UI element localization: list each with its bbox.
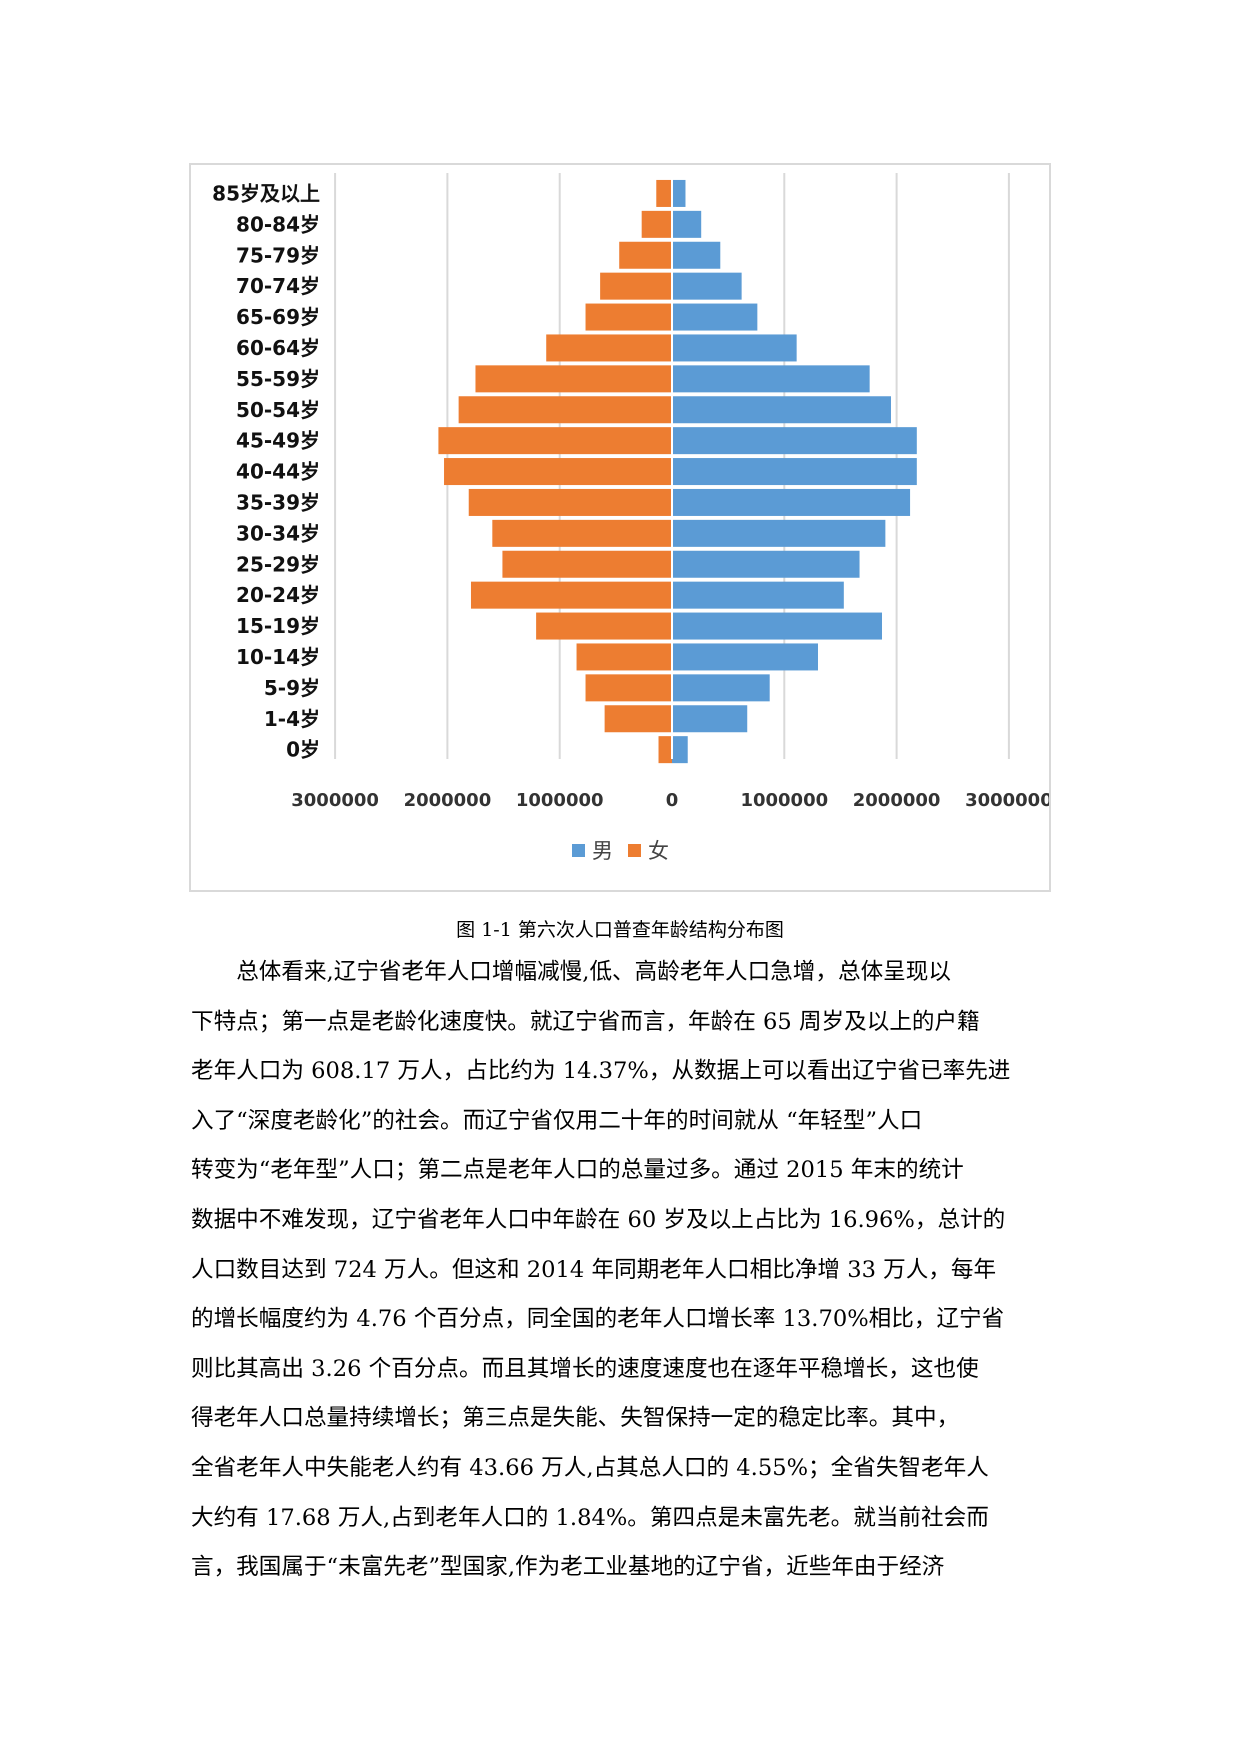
y-tick-label: 5-9岁 [264, 676, 320, 700]
x-tick-label: 0 [666, 790, 679, 811]
bar-female [619, 241, 672, 269]
paragraph-line: 的增长幅度约为 4.76 个百分点，同全国的老年人口增长率 13.70%相比，辽… [191, 1306, 1005, 1333]
y-tick-label: 10-14岁 [236, 645, 320, 669]
bar-male [672, 550, 860, 578]
bar-male [672, 396, 891, 424]
bar-male [672, 241, 721, 269]
bar-male [672, 334, 797, 362]
x-tick-label: 1000000 [740, 790, 828, 811]
bar-female [502, 550, 672, 578]
legend-label-male: 男 [592, 839, 613, 863]
paragraph-line: 入了“深度老龄化”的社会。而辽宁省仅用二十年的时间就从 “年轻型”人口 [191, 1107, 923, 1134]
bar-male [672, 519, 886, 547]
bar-female [536, 612, 672, 640]
population-pyramid-chart: 85岁及以上 80-84岁 75-79岁 70-74岁 65-69岁 60-64岁 55-5… [189, 163, 1051, 892]
paragraph-line: 转变为“老年型”人口；第二点是老年人口的总量过多。通过 2015 年末的统计 [191, 1157, 964, 1184]
bar-female [658, 736, 672, 764]
bar-female [585, 674, 672, 702]
bar-male [672, 705, 748, 733]
paragraph-line: 老年人口为 608.17 万人，占比约为 14.37%，从数据上可以看出辽宁省已… [191, 1058, 1011, 1085]
body-text: 总体看来,辽宁省老年人口增幅减慢,低、高龄老年人口急增，总体呈现以 下特点；第一… [191, 948, 1061, 1593]
x-tick-label: 3000000 [965, 790, 1049, 811]
bar-female [576, 643, 672, 671]
bar-female [604, 705, 672, 733]
bar-male [672, 488, 911, 516]
bar-male [672, 674, 770, 702]
bar-male [672, 427, 917, 455]
bar-male [672, 612, 883, 640]
bar-female [468, 488, 672, 516]
paragraph-line: 人口数目达到 724 万人。但这和 2014 年同期老年人口相比净增 33 万人… [191, 1256, 997, 1283]
bar-male [672, 365, 870, 393]
legend-swatch-female [628, 844, 641, 857]
y-tick-label: 85岁及以上 [212, 181, 320, 205]
y-tick-label: 15-19岁 [236, 614, 320, 638]
bar-female [475, 365, 672, 393]
y-tick-label: 55-59岁 [236, 367, 320, 391]
y-tick-label: 75-79岁 [236, 243, 320, 267]
bar-male [672, 458, 917, 486]
x-tick-label: 3000000 [291, 790, 379, 811]
bar-female [492, 519, 672, 547]
bar-female [458, 396, 672, 424]
bar-male [672, 736, 688, 764]
x-tick-label: 2000000 [404, 790, 492, 811]
y-tick-label: 1-4岁 [264, 707, 320, 731]
chart-svg: 85岁及以上 80-84岁 75-79岁 70-74岁 65-69岁 60-64岁 55-5… [212, 173, 1049, 863]
y-tick-label: 30-34岁 [236, 521, 320, 545]
paragraph-line: 全省老年人中失能老人约有 43.66 万人,占其总人口的 4.55%；全省失智老… [191, 1454, 989, 1481]
paragraph-line: 言，我国属于“未富先老”型国家,作为老工业基地的辽宁省，近些年由于经济 [191, 1554, 945, 1581]
bar-male [672, 272, 742, 300]
bar-male [672, 179, 686, 207]
y-tick-label: 45-49岁 [236, 429, 320, 453]
bar-male [672, 303, 758, 331]
bar-female [546, 334, 672, 362]
y-tick-label: 70-74岁 [236, 274, 320, 298]
paragraph-line: 则比其高出 3.26 个百分点。而且其增长的速度速度也在逐年平稳增长，这也使 [191, 1355, 979, 1382]
paragraph-line: 得老年人口总量持续增长；第三点是失能、失智保持一定的稳定比率。其中， [191, 1405, 960, 1432]
bar-male [672, 210, 702, 238]
bar-female [656, 179, 672, 207]
y-tick-label: 20-24岁 [236, 583, 320, 607]
paragraph-line: 下特点；第一点是老龄化速度快。就辽宁省而言，年龄在 65 周岁及以上的户籍 [191, 1008, 980, 1035]
y-tick-label: 25-29岁 [236, 552, 320, 576]
bar-male [672, 643, 818, 671]
bar-female [444, 458, 672, 486]
bar-female [600, 272, 672, 300]
bar-female [641, 210, 672, 238]
y-tick-label: 60-64岁 [236, 336, 320, 360]
bar-female [470, 581, 672, 609]
x-tick-label: 2000000 [853, 790, 941, 811]
bar-male [672, 581, 844, 609]
paragraph-line: 大约有 17.68 万人,占到老年人口的 1.84%。第四点是未富先老。就当前社… [191, 1504, 989, 1531]
y-tick-label: 65-69岁 [236, 305, 320, 329]
paragraph-line: 数据中不难发现，辽宁省老年人口中年龄在 60 岁及以上占比为 16.96%，总计… [191, 1206, 1006, 1233]
y-tick-label: 50-54岁 [236, 398, 320, 422]
paragraph-line: 总体看来,辽宁省老年人口增幅减慢,低、高龄老年人口急增，总体呈现以 [236, 959, 951, 985]
figure-caption: 图 1-1 第六次人口普查年龄结构分布图 [456, 919, 784, 941]
legend-swatch-male [572, 844, 585, 857]
bar-female [438, 427, 672, 455]
x-tick-label: 1000000 [516, 790, 604, 811]
y-tick-label: 40-44岁 [236, 460, 320, 484]
y-tick-label: 35-39岁 [236, 490, 320, 514]
y-tick-label: 0岁 [286, 738, 320, 762]
legend-label-female: 女 [648, 839, 669, 863]
bar-female [585, 303, 672, 331]
y-tick-label: 80-84岁 [236, 212, 320, 236]
